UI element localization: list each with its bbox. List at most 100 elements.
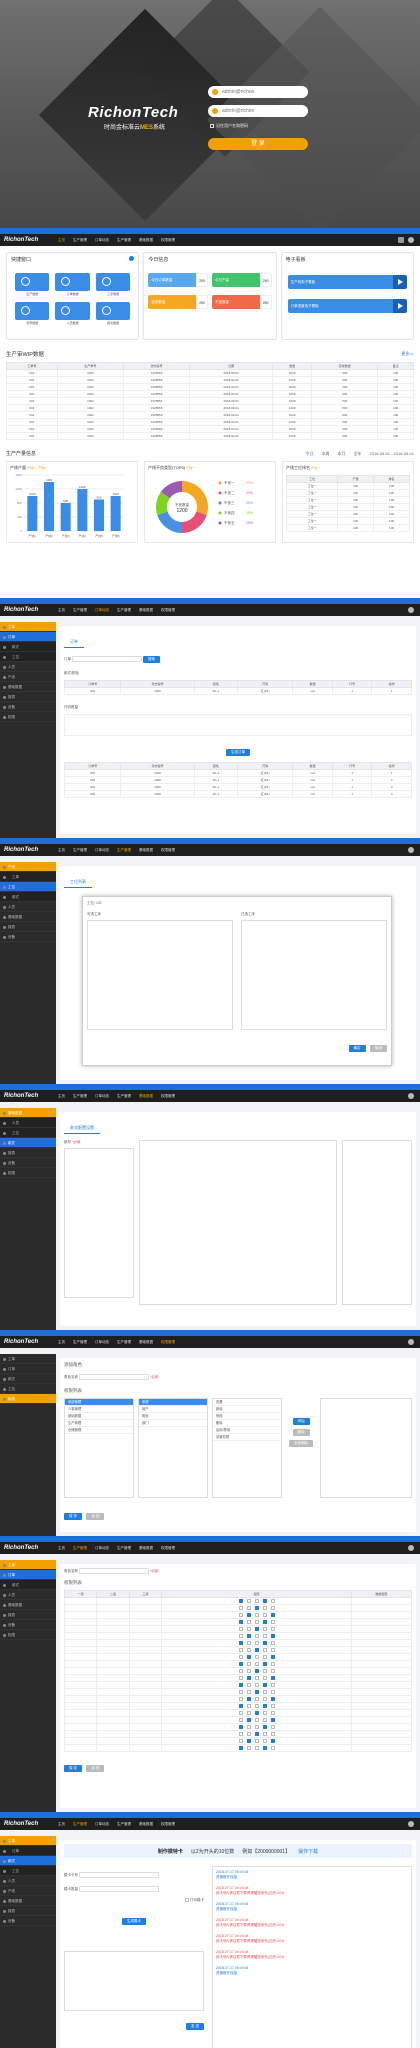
tab-style-config[interactable]: 款式配置设置	[64, 1123, 100, 1134]
table-row[interactable]	[63, 1688, 413, 1696]
perm-checkbox[interactable]	[270, 1704, 275, 1709]
perm-checkbox[interactable]	[238, 1599, 243, 1604]
period-tab[interactable]: 本周	[321, 450, 330, 456]
table-row[interactable]	[63, 1639, 413, 1647]
perm-checkbox[interactable]	[270, 1634, 275, 1639]
perm-checkbox[interactable]	[238, 1725, 243, 1730]
table-row[interactable]	[63, 1618, 413, 1626]
table-row[interactable]	[63, 1611, 413, 1619]
perm-checkbox[interactable]	[254, 1718, 259, 1723]
perm-checkbox[interactable]	[262, 1606, 267, 1611]
perm-checkbox[interactable]	[262, 1662, 267, 1667]
sidebar-item[interactable]: 报表	[0, 1610, 56, 1620]
perm-checkbox[interactable]	[262, 1690, 267, 1695]
sidebar-subitem[interactable]: 款式	[0, 642, 56, 652]
perm-checkbox[interactable]	[262, 1613, 267, 1618]
perm-checkbox[interactable]	[262, 1718, 267, 1723]
perm-checkbox[interactable]	[246, 1732, 251, 1737]
sidebar-item[interactable]: 款式	[0, 1374, 56, 1384]
sidebar-subitem[interactable]: 工位	[0, 652, 56, 662]
perm-checkbox[interactable]	[246, 1718, 251, 1723]
table-row[interactable]	[63, 1723, 413, 1731]
table-row[interactable]: 001 1002 3128556 2018-09-01 1000 500 100	[6, 369, 414, 377]
perm-checkbox[interactable]	[262, 1634, 267, 1639]
perm-checkbox[interactable]	[238, 1669, 243, 1674]
table-row[interactable]: 001 1002 3128556 2018-09-01 1000 500 100	[6, 418, 414, 426]
perm-checkbox[interactable]	[254, 1697, 259, 1702]
perm-checkbox[interactable]	[246, 1676, 251, 1681]
nav-item[interactable]: 主页	[58, 237, 65, 242]
perm-checkbox[interactable]	[262, 1620, 267, 1625]
perm-checkbox[interactable]	[262, 1746, 267, 1751]
sidebar-item[interactable]: 工单	[0, 622, 56, 632]
perm-checkbox[interactable]	[246, 1669, 251, 1674]
sidebar-subitem[interactable]: 订单	[0, 1570, 56, 1580]
selected-process-list[interactable]	[241, 920, 387, 1030]
table-row[interactable]: 001 1002 3128556 2018-09-01 1000 500 100	[6, 432, 414, 440]
perm-checkbox[interactable]	[270, 1725, 275, 1730]
period-tab[interactable]: 全年	[353, 450, 362, 456]
perm-checkbox[interactable]	[270, 1697, 275, 1702]
period-tab[interactable]: 本月	[337, 450, 346, 456]
perm-checkbox[interactable]	[254, 1662, 259, 1667]
message-input[interactable]	[64, 1951, 204, 2011]
perm-checkbox[interactable]	[262, 1725, 267, 1730]
perm-checkbox[interactable]	[254, 1613, 259, 1618]
today-stat[interactable]: 不良数量 250	[211, 295, 272, 309]
remember-checkbox[interactable]: 记住用户名和密码	[210, 123, 248, 129]
sidebar-subitem[interactable]: 款式	[0, 1856, 56, 1866]
perm-checkbox[interactable]	[262, 1648, 267, 1653]
table-row[interactable]	[63, 1597, 413, 1605]
sidebar-item[interactable]: 工单	[0, 1560, 56, 1570]
perm-checkbox[interactable]	[254, 1648, 259, 1653]
perm-checkbox[interactable]	[270, 1690, 275, 1695]
today-stat[interactable]: 今日订单数量 250	[148, 273, 208, 287]
send-button[interactable]: 发 送	[186, 2023, 204, 2030]
perm-checkbox[interactable]	[246, 1655, 251, 1660]
perm-checkbox[interactable]	[270, 1606, 275, 1611]
sidebar-item[interactable]: 基础数据	[0, 1600, 56, 1610]
quick-item[interactable]: 工序数据	[95, 273, 131, 296]
perm-checkbox[interactable]	[254, 1655, 259, 1660]
sidebar-item[interactable]: 权限	[0, 1168, 56, 1178]
perm-checkbox[interactable]	[238, 1655, 243, 1660]
sidebar-subitem[interactable]: 工位	[0, 1866, 56, 1876]
download-link[interactable]: 操作下载	[298, 1848, 319, 1855]
role-name-input[interactable]	[78, 1568, 149, 1574]
table-row[interactable]	[63, 1744, 413, 1752]
perm-checkbox[interactable]	[270, 1641, 275, 1646]
sidebar-item[interactable]: 人员	[0, 1876, 56, 1886]
available-process-list[interactable]	[87, 920, 233, 1030]
eboard-link[interactable]: 生产线电子看板	[287, 275, 407, 289]
nav-item[interactable]: 生产管理	[117, 237, 131, 242]
sidebar-subitem[interactable]: 工位	[0, 1128, 56, 1138]
sidebar-item[interactable]: 报表	[0, 1148, 56, 1158]
add-perm-button[interactable]: 添加	[292, 1418, 310, 1425]
sidebar-item[interactable]: 基础数据	[0, 912, 56, 922]
save-button[interactable]: 保 存	[64, 1513, 82, 1520]
selected-table[interactable]	[342, 1140, 412, 1305]
generate-order-button[interactable]: 生成订单	[226, 749, 250, 756]
perm-checkbox[interactable]	[270, 1746, 275, 1751]
perm-checkbox[interactable]	[262, 1669, 267, 1674]
quick-item[interactable]: 款号数据	[15, 302, 50, 325]
process-table[interactable]	[139, 1140, 337, 1305]
today-stat[interactable]: 返修数量 250	[148, 295, 208, 309]
sidebar-item[interactable]: 人员	[0, 902, 56, 912]
perm-checkbox[interactable]	[270, 1676, 275, 1681]
perm-checkbox[interactable]	[246, 1725, 251, 1730]
card-number-input[interactable]	[78, 1872, 159, 1878]
card-quantity-input[interactable]	[78, 1886, 159, 1892]
login-button[interactable]: 登 录	[208, 138, 308, 150]
sidebar-item[interactable]: 权限	[0, 1394, 56, 1404]
perm-checkbox[interactable]	[238, 1648, 243, 1653]
perm-checkbox[interactable]	[246, 1711, 251, 1716]
back-button[interactable]: 返 回	[86, 1513, 105, 1520]
sidebar-subitem[interactable]: 人员	[0, 1118, 56, 1128]
nav-item[interactable]: 基础数据	[139, 237, 153, 242]
perm-checkbox[interactable]	[238, 1662, 243, 1667]
perm-checkbox[interactable]	[270, 1711, 275, 1716]
today-stat[interactable]: 今日产量 250	[211, 273, 272, 287]
perm-checkbox[interactable]	[254, 1690, 259, 1695]
sidebar-item[interactable]: 权限	[0, 1630, 56, 1640]
